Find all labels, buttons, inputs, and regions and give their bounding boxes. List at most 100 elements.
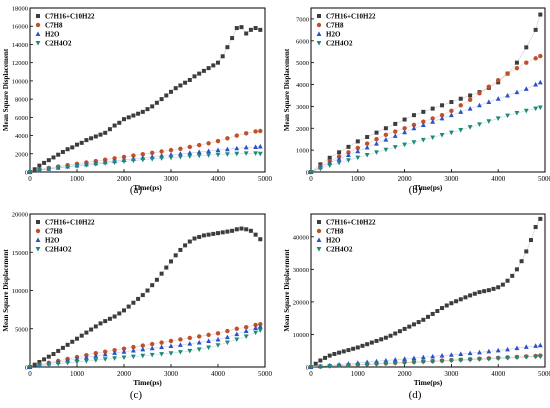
y-tick-label: 4000	[15, 133, 28, 140]
data-point	[197, 334, 202, 339]
data-point	[313, 361, 318, 366]
data-point	[495, 116, 501, 122]
data-point	[244, 31, 249, 36]
data-point	[374, 338, 379, 343]
y-tick-label: 10000	[12, 78, 28, 85]
data-point	[117, 311, 122, 316]
data-point	[505, 346, 510, 352]
x-tick-label: 0	[28, 175, 32, 183]
data-point	[468, 293, 473, 298]
data-point	[449, 130, 454, 136]
legend-label: C7H16+C10H22	[326, 219, 376, 227]
y-tick-label: 12000	[12, 60, 28, 67]
y-tick-label: 40000	[293, 234, 309, 241]
data-point	[51, 351, 56, 356]
data-point	[93, 134, 98, 139]
data-point	[257, 323, 263, 329]
data-point	[136, 296, 141, 301]
data-point	[196, 347, 202, 353]
data-point	[192, 236, 197, 241]
data-point	[98, 132, 103, 137]
y-tick-label: 8000	[15, 97, 28, 104]
series-line	[310, 107, 541, 173]
data-point	[258, 27, 263, 32]
data-point	[420, 137, 426, 143]
data-point	[337, 350, 342, 355]
data-point	[407, 324, 412, 329]
data-point	[383, 357, 389, 363]
data-point	[458, 109, 464, 114]
data-point	[183, 243, 188, 248]
data-point	[60, 345, 65, 350]
data-point	[126, 115, 131, 120]
data-point	[355, 148, 361, 154]
data-point	[355, 362, 361, 368]
data-point	[374, 150, 379, 155]
data-point	[533, 354, 539, 360]
legend-marker	[35, 228, 41, 234]
data-point	[258, 128, 263, 134]
data-point	[243, 328, 249, 334]
data-point	[253, 144, 258, 149]
data-point	[248, 228, 253, 233]
legend-marker	[36, 14, 40, 18]
data-point	[206, 332, 211, 338]
data-point	[537, 342, 543, 348]
data-point	[420, 354, 426, 360]
data-point	[402, 129, 407, 135]
x-tick-label: 0	[309, 175, 313, 183]
legend-label: C2H4O2	[45, 40, 72, 48]
data-point	[122, 308, 126, 313]
data-point	[37, 163, 42, 168]
data-point	[178, 154, 183, 160]
x-tick-label: 2000	[117, 370, 132, 378]
data-point	[168, 147, 174, 153]
data-point	[159, 149, 164, 154]
data-point	[327, 155, 332, 160]
data-point	[397, 329, 402, 334]
data-point	[505, 92, 510, 98]
series-C2H4O2	[308, 354, 543, 370]
data-point	[121, 349, 127, 354]
data-point	[253, 129, 258, 134]
plot-frame	[310, 213, 546, 368]
data-point	[435, 309, 440, 314]
data-point	[150, 341, 155, 347]
data-point	[416, 320, 421, 325]
data-point	[355, 155, 361, 161]
legend-marker	[35, 22, 41, 28]
data-point	[524, 249, 529, 254]
data-point	[84, 359, 89, 364]
data-point	[458, 128, 464, 133]
y-tick-label: 0	[25, 170, 28, 177]
data-point	[374, 130, 379, 135]
data-point	[131, 354, 136, 360]
y-tick-label: 20000	[12, 212, 28, 219]
data-point	[253, 26, 258, 31]
legend-label: C7H8	[45, 22, 63, 30]
data-point	[206, 141, 211, 146]
data-point	[98, 321, 103, 326]
data-point	[388, 333, 393, 338]
x-tick-label: 5000	[538, 370, 550, 378]
x-tick-label: 2000	[398, 370, 413, 378]
data-point	[239, 25, 244, 30]
data-point	[239, 226, 244, 231]
data-point	[178, 83, 183, 88]
data-point	[225, 328, 230, 334]
legend-label: C2H4O2	[45, 246, 72, 254]
data-point	[402, 326, 407, 331]
data-point	[505, 278, 510, 283]
legend-marker	[316, 247, 322, 252]
data-point	[467, 105, 473, 111]
data-point	[112, 350, 117, 355]
data-point	[150, 283, 155, 288]
data-point	[346, 363, 351, 368]
data-point	[392, 145, 398, 150]
data-point	[140, 346, 146, 352]
x-tick-label: 4000	[211, 175, 226, 183]
data-point	[201, 233, 206, 238]
data-point	[234, 26, 239, 31]
data-point	[32, 362, 37, 367]
data-point	[187, 239, 192, 244]
